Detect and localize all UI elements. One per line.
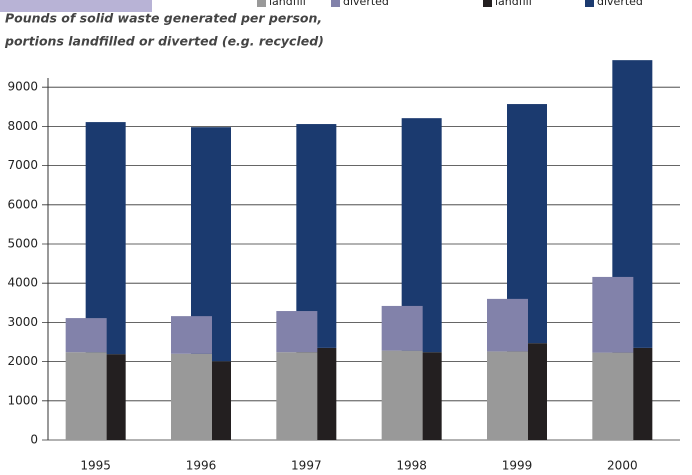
y-tick-label: 8000 [7,119,38,133]
legend-label: landfill [495,0,532,8]
bar-segment [171,316,212,354]
y-tick-label: 6000 [7,197,38,211]
bar-segment [65,318,107,353]
subtitle: portions landfilled or diverted (e.g. re… [4,34,324,49]
legend-swatch [585,0,594,7]
legend-label: diverted [597,0,643,8]
x-tick-label: 2000 [607,459,638,473]
y-tick-label: 3000 [7,315,38,329]
bar-segment [65,352,107,440]
legend-label: landfill [269,0,306,8]
bar-segment [592,352,634,440]
x-tick-label: 1997 [291,459,322,473]
x-tick-label: 1998 [396,459,427,473]
bar-segment [592,276,634,353]
x-tick-label: 1995 [80,459,111,473]
bar-segment [276,311,318,353]
y-tick-label: 1000 [7,393,38,407]
bar-segment [85,122,126,355]
bar-segment [171,353,212,440]
bar-segment [381,305,423,351]
bar-segment [487,351,528,440]
bar-segment [296,124,337,348]
legend-swatch [331,0,340,7]
y-tick-label: 0 [30,433,38,447]
legend-swatch [483,0,492,7]
y-tick-label: 2000 [7,354,38,368]
legend-label: diverted [343,0,389,8]
y-tick-label: 4000 [7,276,38,290]
subtitle: Pounds of solid waste generated per pers… [5,11,322,26]
y-tick-label: 5000 [7,237,38,251]
y-tick-label: 9000 [7,80,38,94]
legend-swatch [257,0,266,7]
bar-segment [276,352,318,440]
title-banner [0,0,152,12]
x-tick-label: 1999 [502,459,533,473]
y-tick-label: 7000 [7,158,38,172]
bar-segment [487,298,528,352]
bar-segment [381,350,423,440]
x-tick-label: 1996 [186,459,217,473]
